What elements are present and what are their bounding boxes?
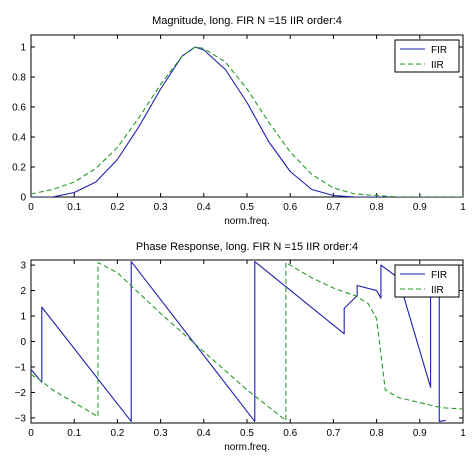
magnitude-title: Magnitude, long. FIR N =15 IIR order:4 xyxy=(152,15,342,27)
phase-fir-line xyxy=(31,260,446,423)
magnitude-legend-iir-label: IIR xyxy=(431,60,444,71)
phase-xtick-label: 0.1 xyxy=(67,428,81,439)
magnitude-ytick-label: 0.8 xyxy=(12,73,26,84)
phase-ytick-label: −1 xyxy=(15,362,27,373)
phase-ytick-label: −2 xyxy=(15,388,27,399)
magnitude-ticks: 0 0.1 0.2 0.3 0.4 0.5 0.6 0.7 0.8 0.9 1 0 0.2 0.4 0.6 0… xyxy=(12,35,466,213)
magnitude-xtick-label: 0.7 xyxy=(326,202,340,213)
magnitude-ytick-label: 1 xyxy=(20,43,26,54)
magnitude-legend-fir-label: FIR xyxy=(431,45,447,56)
phase-xtick-label: 1 xyxy=(460,428,466,439)
magnitude-xtick-label: 0.4 xyxy=(197,202,211,213)
phase-legend-iir-label: IIR xyxy=(431,285,444,296)
phase-xlabel: norm.freq. xyxy=(224,442,270,453)
phase-legend: FIR IIR xyxy=(394,264,460,298)
magnitude-lines xyxy=(31,46,463,197)
phase-title: Phase Response, long. FIR N =15 IIR orde… xyxy=(136,241,358,253)
phase-xtick-label: 0.4 xyxy=(197,428,211,439)
magnitude-xtick-label: 0.1 xyxy=(67,202,81,213)
magnitude-ytick-label: 0.4 xyxy=(12,133,26,144)
magnitude-xtick-label: 0.2 xyxy=(110,202,124,213)
magnitude-legend: FIR IIR xyxy=(394,39,460,73)
phase-plot: Phase Response, long. FIR N =15 IIR orde… xyxy=(15,241,467,453)
magnitude-ytick-label: 0 xyxy=(20,193,26,204)
magnitude-legend-box xyxy=(394,39,460,73)
magnitude-fir-line xyxy=(31,46,463,197)
magnitude-axes-box xyxy=(30,34,464,198)
phase-xtick-label: 0 xyxy=(28,428,34,439)
phase-ytick-label: 1 xyxy=(20,312,26,323)
phase-xtick-label: 0.5 xyxy=(240,428,254,439)
magnitude-ytick-label: 0.2 xyxy=(12,163,26,174)
magnitude-xtick-label: 0.8 xyxy=(370,202,384,213)
magnitude-plot: Magnitude, long. FIR N =15 IIR order:4 0… xyxy=(12,15,466,227)
phase-ytick-label: 3 xyxy=(20,261,26,272)
phase-ytick-label: 0 xyxy=(20,337,26,348)
phase-legend-box xyxy=(394,264,460,298)
magnitude-xtick-label: 0.5 xyxy=(240,202,254,213)
phase-xtick-label: 0.8 xyxy=(370,428,384,439)
phase-ticks: 0 0.1 0.2 0.3 0.4 0.5 0.6 0.7 0.8 0.9 1 −3 −2 −1 0 1 2 3 xyxy=(15,260,466,439)
magnitude-xtick-label: 0.6 xyxy=(283,202,297,213)
magnitude-ytick-label: 0.6 xyxy=(12,103,26,114)
phase-xtick-label: 0.2 xyxy=(110,428,124,439)
phase-legend-fir-label: FIR xyxy=(431,270,447,281)
phase-ytick-label: 2 xyxy=(20,286,26,297)
magnitude-xtick-label: 0 xyxy=(28,202,34,213)
phase-lines xyxy=(31,260,463,423)
phase-xtick-label: 0.7 xyxy=(326,428,340,439)
phase-xtick-label: 0.6 xyxy=(283,428,297,439)
magnitude-iir-line xyxy=(31,46,463,197)
phase-ytick-label: −3 xyxy=(15,413,27,424)
magnitude-xtick-label: 0.9 xyxy=(413,202,427,213)
magnitude-xtick-label: 1 xyxy=(460,202,466,213)
magnitude-xtick-label: 0.3 xyxy=(154,202,168,213)
magnitude-xlabel: norm.freq. xyxy=(224,216,270,227)
phase-iir-line xyxy=(31,261,463,422)
phase-xtick-label: 0.9 xyxy=(413,428,427,439)
phase-xtick-label: 0.3 xyxy=(154,428,168,439)
